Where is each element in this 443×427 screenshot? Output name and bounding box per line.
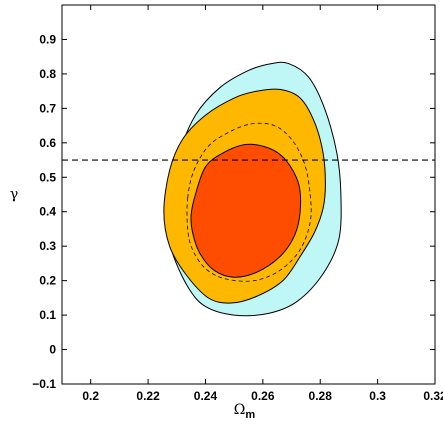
x-axis-label: Ωm bbox=[234, 402, 256, 421]
y-axis-label: γ bbox=[10, 187, 18, 203]
y-tick-label: 0.3 bbox=[39, 239, 56, 253]
y-tick-label: 0.6 bbox=[39, 136, 56, 150]
y-tick-label: 0.8 bbox=[39, 67, 56, 81]
x-tick-label: 0.3 bbox=[369, 389, 386, 403]
x-tick-label: 0.32 bbox=[423, 389, 443, 403]
contour-layer bbox=[163, 61, 342, 317]
contour-dashed-contour bbox=[186, 122, 312, 282]
y-tick-label: 0.1 bbox=[39, 308, 56, 322]
y-tick-label: 0 bbox=[49, 343, 56, 357]
x-tick-label: 0.28 bbox=[309, 389, 333, 403]
x-tick-label: 0.24 bbox=[194, 389, 218, 403]
y-tick-label: −0.1 bbox=[32, 377, 56, 391]
y-tick-label: 0.5 bbox=[39, 170, 56, 184]
x-tick-label: 0.2 bbox=[82, 389, 99, 403]
y-tick-label: 0.2 bbox=[39, 274, 56, 288]
y-tick-label: 0.4 bbox=[39, 205, 56, 219]
contour-red-core bbox=[190, 143, 302, 278]
y-tick-label: 0.9 bbox=[39, 32, 56, 46]
y-tick-label: 0.7 bbox=[39, 101, 56, 115]
x-tick-label: 0.26 bbox=[251, 389, 275, 403]
plot-frame bbox=[61, 4, 436, 385]
x-tick-label: 0.22 bbox=[136, 389, 160, 403]
x-ticks: 0.2 0.22 0.24 0.26 0.28 0.3 0.32 bbox=[82, 5, 443, 403]
y-ticks: −0.1 0 0.1 0.2 0.3 0.4 0.5 0.6 0.7 0.8 0.9 bbox=[32, 32, 435, 391]
